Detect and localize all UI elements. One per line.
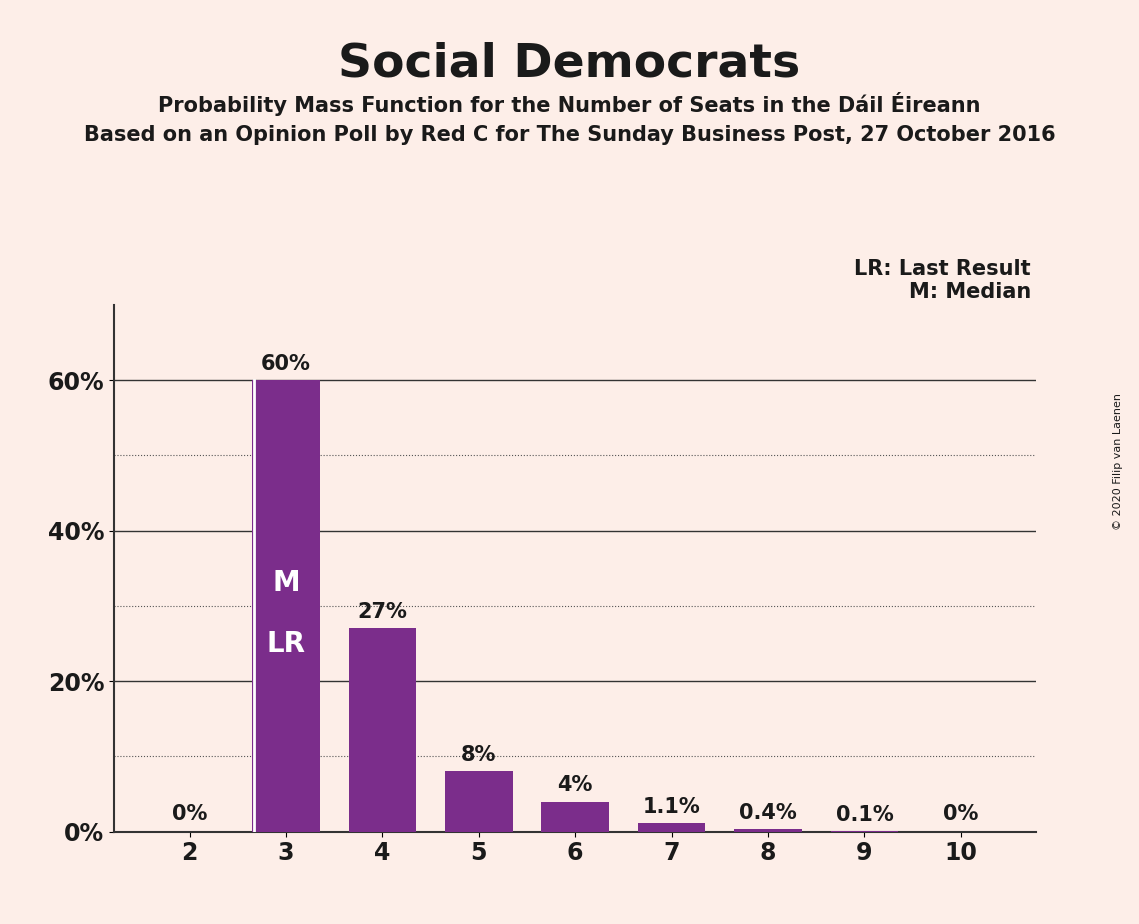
Text: © 2020 Filip van Laenen: © 2020 Filip van Laenen	[1114, 394, 1123, 530]
Text: 4%: 4%	[557, 775, 593, 796]
Text: Probability Mass Function for the Number of Seats in the Dáil Éireann: Probability Mass Function for the Number…	[158, 92, 981, 116]
Bar	[252, 380, 320, 832]
Text: 0%: 0%	[172, 804, 207, 824]
Bar	[349, 628, 416, 832]
Text: 0.1%: 0.1%	[836, 805, 893, 825]
Text: 0%: 0%	[943, 804, 978, 824]
Text: LR: LR	[267, 629, 305, 658]
Text: 8%: 8%	[461, 746, 497, 765]
Text: 1.1%: 1.1%	[642, 797, 700, 818]
Bar	[638, 823, 705, 832]
Text: 27%: 27%	[358, 602, 408, 623]
Bar	[445, 772, 513, 832]
Text: Social Democrats: Social Democrats	[338, 42, 801, 87]
Bar	[735, 829, 802, 832]
Text: Based on an Opinion Poll by Red C for The Sunday Business Post, 27 October 2016: Based on an Opinion Poll by Red C for Th…	[83, 125, 1056, 145]
Text: M: Median: M: Median	[909, 282, 1031, 302]
Text: 0.4%: 0.4%	[739, 803, 797, 822]
Text: M: M	[272, 569, 300, 597]
Bar	[541, 801, 609, 832]
Text: LR: Last Result: LR: Last Result	[854, 259, 1031, 279]
Text: 60%: 60%	[261, 354, 311, 374]
